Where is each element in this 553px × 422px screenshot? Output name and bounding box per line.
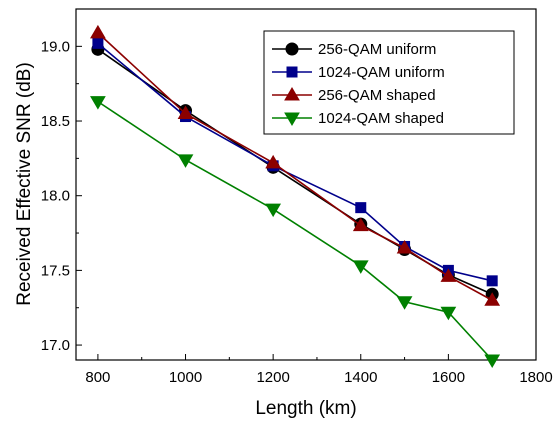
legend-marker [285, 42, 299, 56]
data-point [484, 354, 501, 368]
x-axis-title: Length (km) [255, 398, 356, 419]
axis-ticks [76, 45, 537, 360]
x-tick-label: 1200 [256, 369, 289, 386]
data-point [265, 203, 282, 218]
data-point [265, 154, 282, 169]
data-point [92, 37, 104, 49]
y-axis-title: Received Effective SNR (dB) [14, 62, 35, 306]
y-tick-label: 18.5 [41, 113, 70, 130]
legend-marker [284, 112, 300, 126]
legend: 256-QAM uniform 1024-QAM uniform 256-QAM s… [263, 30, 515, 135]
legend-box [263, 30, 515, 135]
x-tick-label: 1600 [432, 369, 465, 386]
legend-marker [284, 87, 300, 101]
data-point [352, 260, 369, 274]
data-point [352, 217, 369, 232]
plot-frame [75, 8, 537, 361]
x-tick-label: 1400 [344, 369, 377, 386]
data-point [177, 105, 194, 120]
data-point [177, 154, 194, 168]
legend-label: 256-QAM shaped [318, 87, 436, 104]
x-tick-label: 800 [85, 369, 110, 386]
legend-item: 256-QAM shaped [272, 87, 436, 104]
data-point [484, 292, 501, 306]
series-line [97, 100, 493, 361]
y-tick-label: 18.0 [41, 188, 70, 205]
legend-item: 1024-QAM uniform [272, 64, 445, 81]
legend-label: 1024-QAM uniform [318, 64, 445, 81]
y-tick-label: 19.0 [41, 38, 70, 55]
legend-item: 1024-QAM shaped [272, 110, 444, 127]
y-tick-label: 17.5 [41, 262, 70, 279]
legend-marker [286, 66, 298, 78]
data-point [486, 275, 498, 287]
legend-label: 256-QAM uniform [318, 41, 436, 58]
data-point [440, 268, 457, 282]
series-1024-qam-shaped [90, 96, 501, 368]
data-point [396, 296, 413, 310]
data-point [440, 306, 457, 321]
legend-item: 256-QAM uniform [272, 41, 436, 58]
data-point [396, 239, 413, 254]
data-point [355, 202, 367, 214]
legend-label: 1024-QAM shaped [318, 110, 444, 127]
data-point [90, 24, 106, 39]
x-tick-label: 1000 [169, 369, 202, 386]
data-point [90, 96, 106, 110]
series-256-qam-shaped [90, 24, 501, 306]
axis-tick-labels: 800 1000 1200 1400 1600 1800 17.0 17.5 18.0 18.5 1… [41, 38, 553, 386]
x-tick-label: 1800 [519, 369, 552, 386]
series-group [90, 24, 501, 368]
y-tick-label: 17.0 [41, 337, 70, 354]
